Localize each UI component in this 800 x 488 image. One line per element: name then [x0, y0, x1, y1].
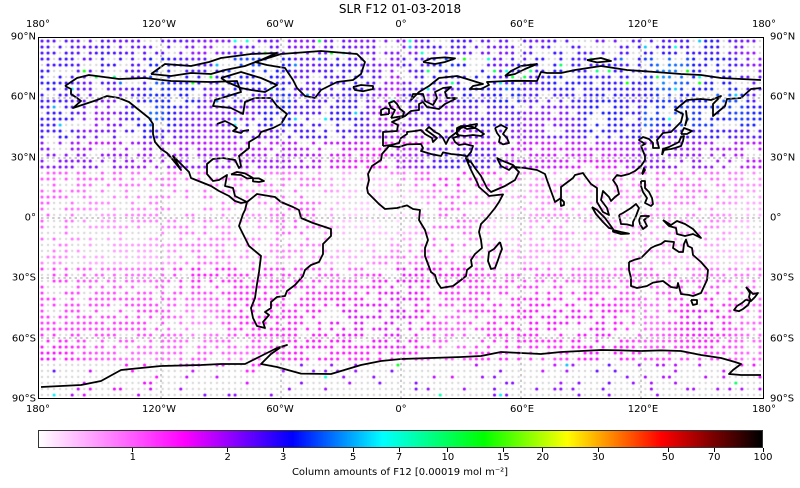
- coastline-ireland: [380, 107, 390, 116]
- coastline-java: [612, 229, 630, 235]
- coastline-iceland: [352, 84, 374, 93]
- colorbar-tick-mark: [542, 448, 544, 452]
- lon-tick-bottom: 180°: [25, 404, 51, 415]
- lon-tick-bottom: 60°E: [509, 404, 535, 415]
- coastline-antarctica: [40, 344, 761, 388]
- colorbar-tick-mark: [132, 448, 134, 452]
- gridlines: [41, 38, 761, 398]
- coastline-svalbard: [422, 56, 456, 65]
- coastline-great-britain: [388, 100, 405, 119]
- lat-tick-left: 90°N: [10, 31, 36, 43]
- lon-tick-top: 180°: [751, 19, 777, 30]
- coastline-north-america: [64, 74, 288, 204]
- coastline-new-zealand-north: [745, 286, 759, 302]
- coastline-severnaya-zemlya: [586, 57, 612, 64]
- colorbar-tick-label: 1: [129, 452, 137, 463]
- colorbar-tick-label: 5: [349, 452, 357, 463]
- colorbar-tick-label: 100: [753, 452, 773, 463]
- coastline-japan: [661, 135, 685, 156]
- lat-tick-right: 60°S: [770, 333, 795, 345]
- lon-tick-bottom: 120°E: [627, 404, 659, 415]
- coastline-philippines: [640, 180, 654, 207]
- colorbar-tick-label: 20: [536, 452, 550, 463]
- colorbar-tick-label: 10: [441, 452, 455, 463]
- lon-tick-top: 60°E: [509, 19, 535, 30]
- colorbar-tick-label: 15: [497, 452, 510, 463]
- coastline-caspian-sea: [494, 124, 510, 146]
- coastline-hispaniola: [252, 177, 265, 183]
- colorbar-tick-mark: [502, 448, 504, 452]
- colorbar-tick-mark: [447, 448, 449, 452]
- lon-tick-bottom: 120°W: [142, 404, 176, 415]
- coastline-australia: [628, 238, 709, 297]
- lat-tick-right: 90°S: [770, 393, 795, 405]
- lat-tick-left: 30°N: [10, 152, 36, 164]
- lat-tick-right: 60°N: [770, 91, 796, 103]
- coastline-new-zealand-south: [733, 298, 751, 313]
- coastline-greenland: [254, 50, 366, 99]
- coastline-arctic-islands: [150, 52, 278, 77]
- colorbar-tick-mark: [713, 448, 715, 452]
- colorbar-label: Column amounts of F12 [0.00019 mol m⁻²]: [291, 467, 509, 478]
- colorbar-tick-mark: [352, 448, 354, 452]
- coastline-eurasia: [382, 65, 762, 146]
- colorbar-tick-mark: [762, 448, 764, 452]
- colorbar: [38, 430, 763, 448]
- coastline-hokkaido: [680, 127, 693, 135]
- coastline-tasmania: [690, 299, 698, 306]
- lon-tick-top: 60°W: [266, 19, 294, 30]
- lat-tick-left: 0°: [24, 212, 36, 224]
- colorbar-tick-mark: [667, 448, 669, 452]
- map-plot-area: [38, 37, 764, 399]
- colorbar-tick-mark: [398, 448, 400, 452]
- coastline-sakhalin: [684, 110, 688, 127]
- coastline-novaya-zemlya: [504, 63, 538, 77]
- coastline-east-asia: [452, 87, 762, 216]
- colorbar-tick-label: 30: [591, 452, 605, 463]
- lat-tick-right: 90°N: [770, 31, 796, 43]
- coastline-sumatra: [591, 206, 614, 230]
- lat-tick-left: 60°N: [10, 91, 36, 103]
- chart-title: SLR F12 01-03-2018: [338, 2, 462, 16]
- coastline-black-sea: [456, 125, 485, 137]
- lat-tick-right: 0°: [770, 212, 782, 224]
- lat-tick-left: 60°S: [11, 333, 36, 345]
- coastline-baffin-island: [220, 71, 278, 93]
- colorbar-tick-mark: [282, 448, 284, 452]
- coastline-layer: [40, 38, 762, 398]
- coastline-africa: [366, 143, 504, 289]
- coastline-sri-lanka: [559, 198, 565, 207]
- lon-tick-top: 120°E: [627, 19, 659, 30]
- colorbar-tick-label: 7: [395, 452, 403, 463]
- lat-tick-right: 30°S: [770, 272, 795, 284]
- coastline-madagascar: [487, 241, 503, 270]
- colorbar-tick-mark: [227, 448, 229, 452]
- coastline-new-guinea: [662, 219, 702, 239]
- lon-tick-top: 180°: [25, 19, 51, 30]
- lon-tick-top: 120°W: [142, 19, 176, 30]
- coastline-great-lakes: [216, 120, 250, 134]
- colorbar-tick-mark: [597, 448, 599, 452]
- colorbar-tick-label: 50: [661, 452, 675, 463]
- lat-tick-right: 30°N: [770, 152, 796, 164]
- lat-tick-left: 90°S: [11, 393, 36, 405]
- colorbar-tick-label: 2: [224, 452, 231, 463]
- lon-tick-top: 0°: [395, 19, 407, 30]
- lon-tick-bottom: 180°: [751, 404, 777, 415]
- coastline-borneo: [618, 203, 640, 227]
- coastline-cuba: [230, 171, 254, 180]
- lat-tick-left: 30°S: [11, 272, 36, 284]
- colorbar-tick-label: 3: [279, 452, 287, 463]
- lon-tick-bottom: 0°: [395, 404, 407, 415]
- colorbar-tick-label: 70: [707, 452, 721, 463]
- lon-tick-bottom: 60°W: [266, 404, 294, 415]
- coastline-south-america: [238, 193, 332, 329]
- coastline-mediterranean-north: [382, 126, 462, 147]
- coastline-taiwan: [641, 167, 646, 175]
